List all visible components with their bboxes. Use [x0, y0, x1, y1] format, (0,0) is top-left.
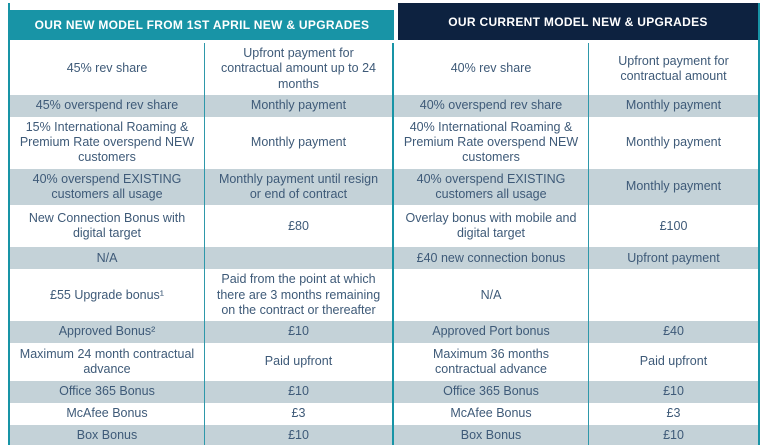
new-model-desc-cell: McAfee Bonus [10, 403, 205, 425]
current-model-value-cell: Monthly payment [589, 116, 758, 169]
current-model-desc-cell: 40% International Roaming & Premium Rate… [394, 116, 589, 169]
new-model-value-cell: Monthly payment until resign or end of c… [205, 168, 394, 206]
new-model-value-cell: £10 [205, 381, 394, 403]
new-model-desc-cell: Office 365 Bonus [10, 381, 205, 403]
new-model-value-cell: Paid upfront [205, 343, 394, 381]
new-model-desc-cell: 15% International Roaming & Premium Rate… [10, 116, 205, 169]
new-model-desc-cell: Maximum 24 month contractual advance [10, 343, 205, 381]
new-model-desc-cell: 40% overspend EXISTING customers all usa… [10, 168, 205, 206]
new-model-value-cell: Monthly payment [205, 116, 394, 169]
current-model-header: OUR CURRENT MODEL NEW & UPGRADES [398, 3, 758, 40]
current-model-value-cell: £10 [589, 425, 758, 445]
current-model-desc-cell: Approved Port bonus [394, 321, 589, 343]
new-model-value-cell: Monthly payment [205, 94, 394, 117]
new-model-desc-cell: 45% overspend rev share [10, 94, 205, 117]
new-model-desc-cell: 45% rev share [10, 43, 205, 95]
current-model-value-cell: £40 [589, 321, 758, 343]
new-model-desc-cell: Box Bonus [10, 425, 205, 445]
comparison-table-body: 45% rev share Upfront payment for contrac… [10, 43, 758, 445]
new-model-value-cell: Upfront payment for contractual amount u… [205, 43, 394, 95]
comparison-table: OUR NEW MODEL FROM 1ST APRIL NEW & UPGRA… [8, 3, 760, 445]
new-model-value-cell: £80 [205, 205, 394, 248]
current-model-desc-cell: N/A [394, 269, 589, 321]
new-model-value-cell: Paid from the point at which there are 3… [205, 269, 394, 321]
new-model-value-cell [205, 247, 394, 270]
new-model-desc-cell: N/A [10, 247, 205, 270]
current-model-desc-cell: 40% overspend rev share [394, 94, 589, 117]
new-model-desc-cell: New Connection Bonus with digital target [10, 205, 205, 248]
current-model-value-cell [589, 269, 758, 321]
current-model-value-cell: Monthly payment [589, 94, 758, 117]
current-model-desc-cell: McAfee Bonus [394, 403, 589, 425]
new-model-header: OUR NEW MODEL FROM 1ST APRIL NEW & UPGRA… [10, 10, 394, 40]
new-model-value-cell: £3 [205, 403, 394, 425]
current-model-value-cell: £100 [589, 205, 758, 248]
current-model-value-cell: Monthly payment [589, 168, 758, 206]
current-model-desc-cell: 40% rev share [394, 43, 589, 95]
current-model-value-cell: Paid upfront [589, 343, 758, 381]
current-model-desc-cell: £40 new connection bonus [394, 247, 589, 270]
current-model-value-cell: £10 [589, 381, 758, 403]
current-model-desc-cell: Maximum 36 months contractual advance [394, 343, 589, 381]
new-model-desc-cell: £55 Upgrade bonus¹ [10, 269, 205, 321]
current-model-value-cell: Upfront payment [589, 247, 758, 270]
new-model-value-cell: £10 [205, 425, 394, 445]
current-model-value-cell: Upfront payment for contractual amount [589, 43, 758, 95]
current-model-desc-cell: Box Bonus [394, 425, 589, 445]
new-model-desc-cell: Approved Bonus² [10, 321, 205, 343]
current-model-desc-cell: 40% overspend EXISTING customers all usa… [394, 168, 589, 206]
table-headers: OUR NEW MODEL FROM 1ST APRIL NEW & UPGRA… [10, 3, 758, 40]
current-model-desc-cell: Office 365 Bonus [394, 381, 589, 403]
current-model-value-cell: £3 [589, 403, 758, 425]
current-model-desc-cell: Overlay bonus with mobile and digital ta… [394, 205, 589, 248]
new-model-value-cell: £10 [205, 321, 394, 343]
